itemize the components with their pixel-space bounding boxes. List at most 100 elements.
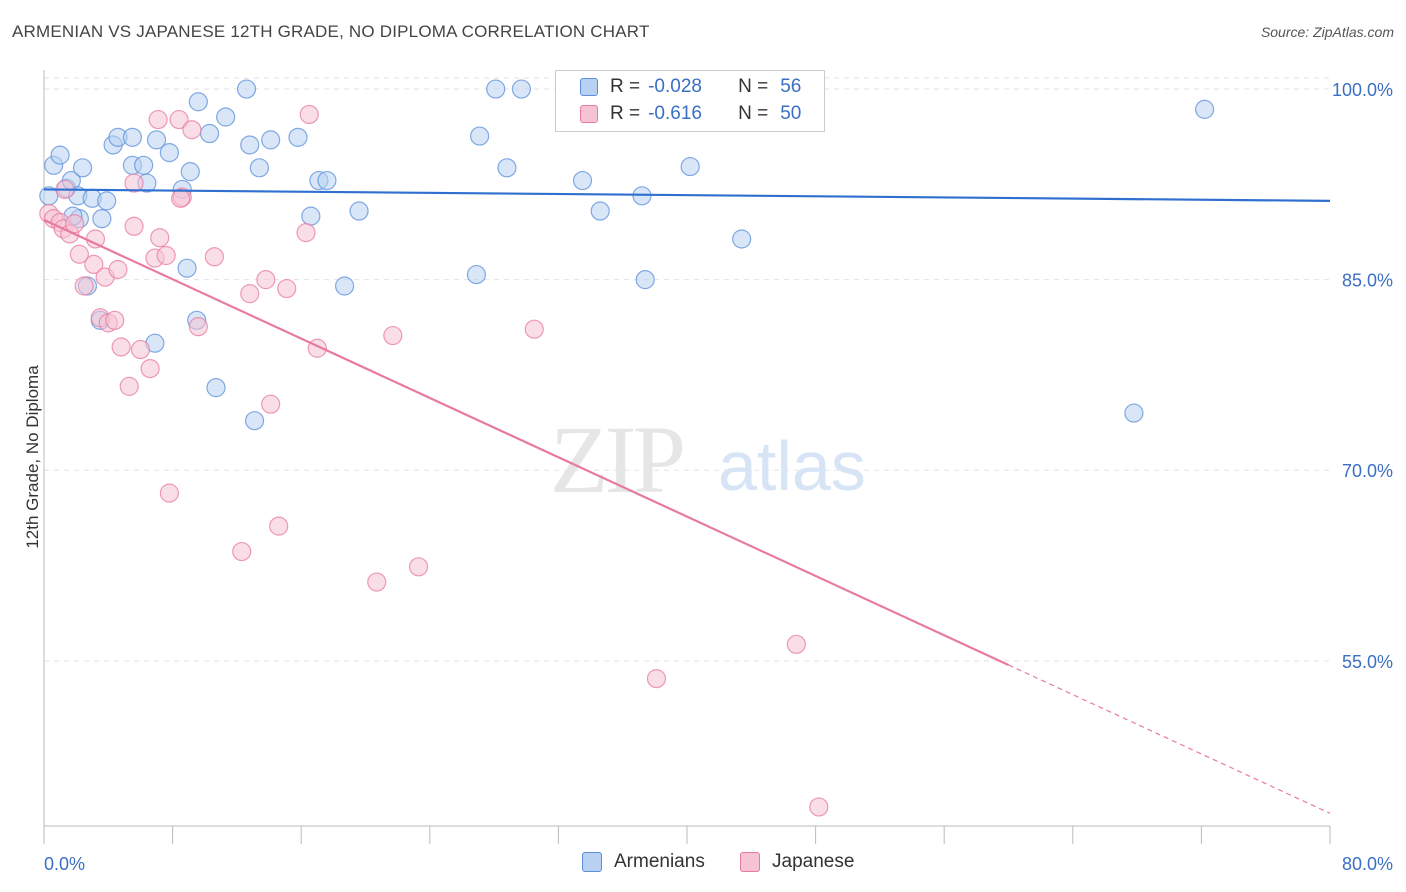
y-tick-label: 100.0%	[1332, 80, 1393, 100]
japanese-point	[169, 109, 189, 130]
japanese-point	[69, 244, 89, 264]
watermark-atlas: atlas	[718, 427, 866, 505]
japanese-point	[84, 254, 104, 274]
japanese-point	[74, 276, 94, 296]
axes	[43, 70, 1331, 844]
legend-item-armenians[interactable]: Armenians	[582, 851, 705, 873]
armenians-point	[92, 209, 112, 229]
legend-label-armenians: Armenians	[614, 851, 705, 872]
r-label: R =	[610, 103, 641, 124]
japanese-point	[85, 229, 106, 249]
armenians-point	[732, 229, 752, 249]
armenians-point	[134, 155, 154, 175]
n-label: N =	[738, 76, 769, 97]
armenians-point	[249, 158, 270, 178]
japanese-legend-swatch	[740, 852, 760, 872]
japanese-point	[124, 173, 144, 193]
japanese-point	[171, 188, 191, 208]
armenians-trend-line	[43, 188, 1331, 202]
armenians-point	[180, 162, 200, 182]
armenians-swatch	[580, 78, 598, 96]
armenians-point	[317, 170, 337, 191]
japanese-point	[408, 557, 429, 577]
armenians-point	[216, 107, 236, 127]
armenians-point	[680, 156, 700, 177]
japanese-point	[188, 317, 208, 337]
armenians-point	[590, 201, 610, 221]
armenians-point	[240, 135, 260, 155]
japanese-point	[150, 228, 170, 248]
japanese-point	[130, 339, 151, 360]
japanese-point	[204, 247, 224, 267]
japanese-point	[240, 284, 260, 304]
japanese-point	[108, 259, 128, 280]
japanese-point	[140, 358, 160, 379]
y-axis-label: 12th Grade, No Diploma	[23, 365, 42, 549]
armenians-point	[572, 170, 593, 191]
armenians-point	[1195, 99, 1215, 119]
japanese-point	[256, 270, 276, 290]
japanese-point	[124, 216, 144, 236]
chart-title: ARMENIAN VS JAPANESE 12TH GRADE, NO DIPL…	[12, 22, 650, 41]
armenians-point	[288, 127, 308, 147]
armenians-point	[188, 92, 208, 112]
armenians-point	[1124, 403, 1144, 423]
japanese-point	[809, 797, 829, 817]
japanese-point	[64, 214, 85, 234]
japanese-swatch	[580, 105, 598, 123]
r-value: -0.616	[648, 103, 702, 124]
tick-labels: 100.0% 85.0% 70.0% 55.0% 0.0% 80.0%	[44, 80, 1393, 874]
stats-legend-row-armenians: R = -0.028 N = 56	[580, 74, 801, 100]
japanese-point	[296, 223, 316, 243]
armenians-point	[511, 79, 532, 99]
japanese-point	[119, 376, 139, 396]
japanese-point	[261, 394, 281, 414]
japanese-point	[232, 541, 252, 562]
armenians-point	[261, 130, 281, 150]
armenians-point	[199, 123, 220, 144]
r-value: -0.028	[648, 76, 702, 97]
armenians-point	[122, 127, 143, 147]
armenians-point	[470, 126, 490, 146]
japanese-point	[367, 572, 387, 592]
watermark: ZIP atlas	[550, 406, 866, 513]
japanese-point	[524, 319, 544, 339]
armenians-point	[497, 158, 517, 178]
trend-lines	[43, 188, 1331, 814]
legend-item-japanese[interactable]: Japanese	[740, 851, 854, 873]
japanese-point	[269, 516, 289, 536]
japanese-point	[105, 310, 125, 330]
japanese-point	[159, 483, 179, 503]
series-legend: Armenians Japanese	[0, 851, 1406, 879]
armenians-point	[97, 191, 117, 211]
n-label: N =	[738, 103, 769, 124]
watermark-zip: ZIP	[550, 406, 683, 513]
source-label: Source: ZipAtlas.com	[1260, 24, 1394, 40]
japanese-point	[156, 245, 176, 266]
armenians-point	[466, 264, 487, 285]
armenians-point	[635, 270, 655, 290]
japanese-point	[277, 278, 297, 299]
armenians-point	[177, 258, 197, 278]
data-points	[39, 79, 1215, 817]
japanese-point	[383, 325, 403, 346]
y-tick-label: 55.0%	[1342, 652, 1393, 672]
stats-legend: R = -0.028 N = 56 R = -0.616 N = 50	[555, 70, 825, 132]
japanese-point	[299, 104, 319, 125]
x-tick-label: 80.0%	[1342, 854, 1393, 874]
y-tick-label: 70.0%	[1342, 461, 1393, 481]
n-value: 56	[780, 76, 802, 97]
armenians-point	[50, 145, 70, 165]
armenians-point	[159, 142, 179, 163]
armenians-point	[349, 201, 369, 221]
armenians-point	[146, 130, 167, 150]
japanese-point	[148, 109, 168, 130]
japanese-point	[646, 669, 667, 689]
japanese-point	[786, 634, 806, 654]
y-tick-label: 85.0%	[1342, 271, 1393, 291]
stats-legend-row-japanese: R = -0.616 N = 50	[580, 101, 801, 127]
japanese-trend-extension	[1008, 664, 1331, 814]
r-label: R =	[610, 76, 641, 97]
armenians-point	[206, 378, 226, 398]
